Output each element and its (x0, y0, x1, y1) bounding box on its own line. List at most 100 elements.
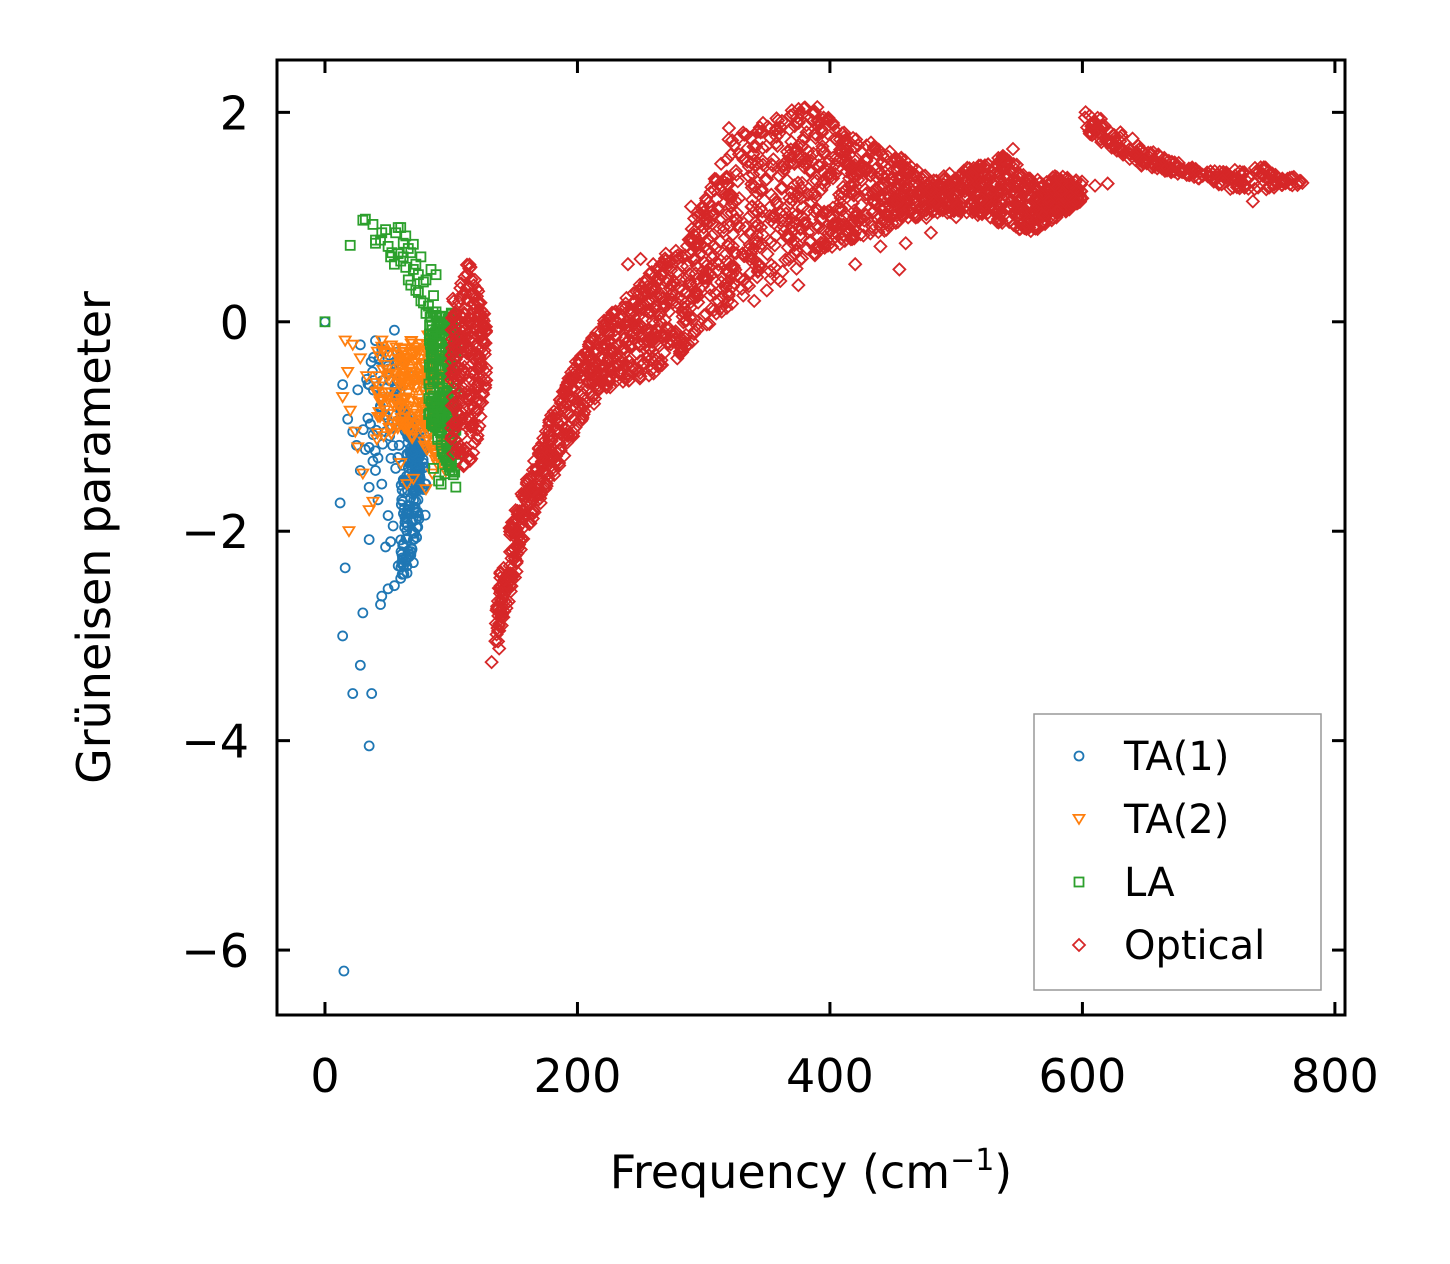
data-point (411, 372, 426, 384)
data-point (754, 204, 770, 219)
data-point (1087, 178, 1103, 193)
data-point (838, 153, 853, 169)
data-point (755, 153, 771, 169)
data-point (1290, 177, 1305, 193)
data-point (647, 352, 663, 368)
data-point (536, 457, 552, 473)
data-point (382, 510, 394, 521)
data-point (580, 394, 596, 410)
data-point (574, 348, 589, 364)
data-point (767, 238, 783, 253)
data-point (808, 240, 823, 256)
data-point (446, 397, 462, 413)
data-point (618, 335, 634, 351)
data-point (960, 173, 975, 189)
data-point (849, 208, 864, 224)
data-point (1013, 203, 1028, 218)
data-point (812, 159, 827, 174)
data-point (767, 260, 783, 275)
data-point (1092, 125, 1108, 141)
data-point (632, 365, 648, 381)
data-point (393, 439, 405, 451)
data-point (449, 360, 465, 376)
data-point (816, 204, 832, 220)
data-point (946, 187, 961, 202)
data-point (865, 185, 881, 201)
data-point (696, 220, 711, 235)
data-point (895, 174, 911, 190)
data-point (695, 278, 711, 294)
data-point (558, 421, 574, 437)
data-point (402, 418, 417, 431)
data-point (936, 168, 952, 184)
data-point (919, 206, 934, 222)
x-tick-label: 200 (534, 1049, 622, 1103)
data-point (676, 300, 692, 316)
data-point (514, 486, 529, 502)
data-point (338, 965, 350, 977)
data-point (564, 365, 579, 380)
data-point (783, 142, 799, 157)
data-point (724, 195, 740, 211)
data-point (892, 262, 907, 277)
data-point (1049, 204, 1065, 219)
data-point (612, 320, 628, 336)
data-point (827, 123, 843, 138)
data-point (1010, 193, 1026, 209)
data-point (946, 203, 962, 219)
data-point (892, 155, 907, 170)
data-point (664, 277, 680, 293)
data-point (932, 181, 947, 196)
data-point (980, 157, 996, 172)
data-point (509, 555, 524, 571)
data-point (472, 418, 487, 434)
data-point (365, 496, 381, 509)
data-point (1157, 153, 1173, 168)
data-point (408, 358, 423, 371)
legend-marker (1073, 750, 1085, 762)
data-point (400, 230, 412, 242)
data-point (737, 127, 752, 142)
data-point (618, 300, 634, 315)
data-point (497, 604, 512, 619)
data-point (943, 180, 958, 196)
data-point (406, 525, 418, 537)
axes: 0 200 400 600 800 −6 −4 −2 0 2 Frequency (cm−1) Grü… (67, 58, 1379, 1199)
data-point (746, 293, 762, 309)
data-point (768, 135, 784, 151)
data-point (385, 536, 397, 548)
data-point (926, 195, 942, 210)
data-point (906, 206, 922, 221)
data-point (1115, 147, 1131, 162)
data-point (391, 401, 406, 414)
data-point (771, 168, 787, 183)
data-point (391, 354, 406, 367)
data-point (1053, 202, 1068, 217)
data-point (1175, 164, 1191, 180)
data-point (791, 188, 807, 204)
data-point (594, 348, 609, 363)
data-point (389, 580, 400, 592)
data-point (443, 372, 459, 387)
data-point (397, 496, 409, 507)
data-point (460, 384, 475, 400)
data-point (337, 630, 349, 642)
data-point (406, 473, 421, 486)
data-point (873, 219, 888, 235)
data-point (950, 202, 966, 218)
data-point (1085, 115, 1101, 130)
data-point (873, 239, 888, 254)
data-point (652, 271, 668, 286)
data-point (693, 245, 708, 261)
data-point (871, 166, 886, 182)
data-point (450, 445, 465, 460)
data-point (372, 494, 384, 506)
data-point (904, 160, 919, 175)
data-point (845, 195, 861, 211)
data-point (699, 317, 715, 332)
data-point (752, 165, 768, 180)
data-point (923, 225, 939, 241)
data-point (370, 465, 381, 476)
data-point (658, 246, 674, 261)
data-point (491, 641, 507, 656)
